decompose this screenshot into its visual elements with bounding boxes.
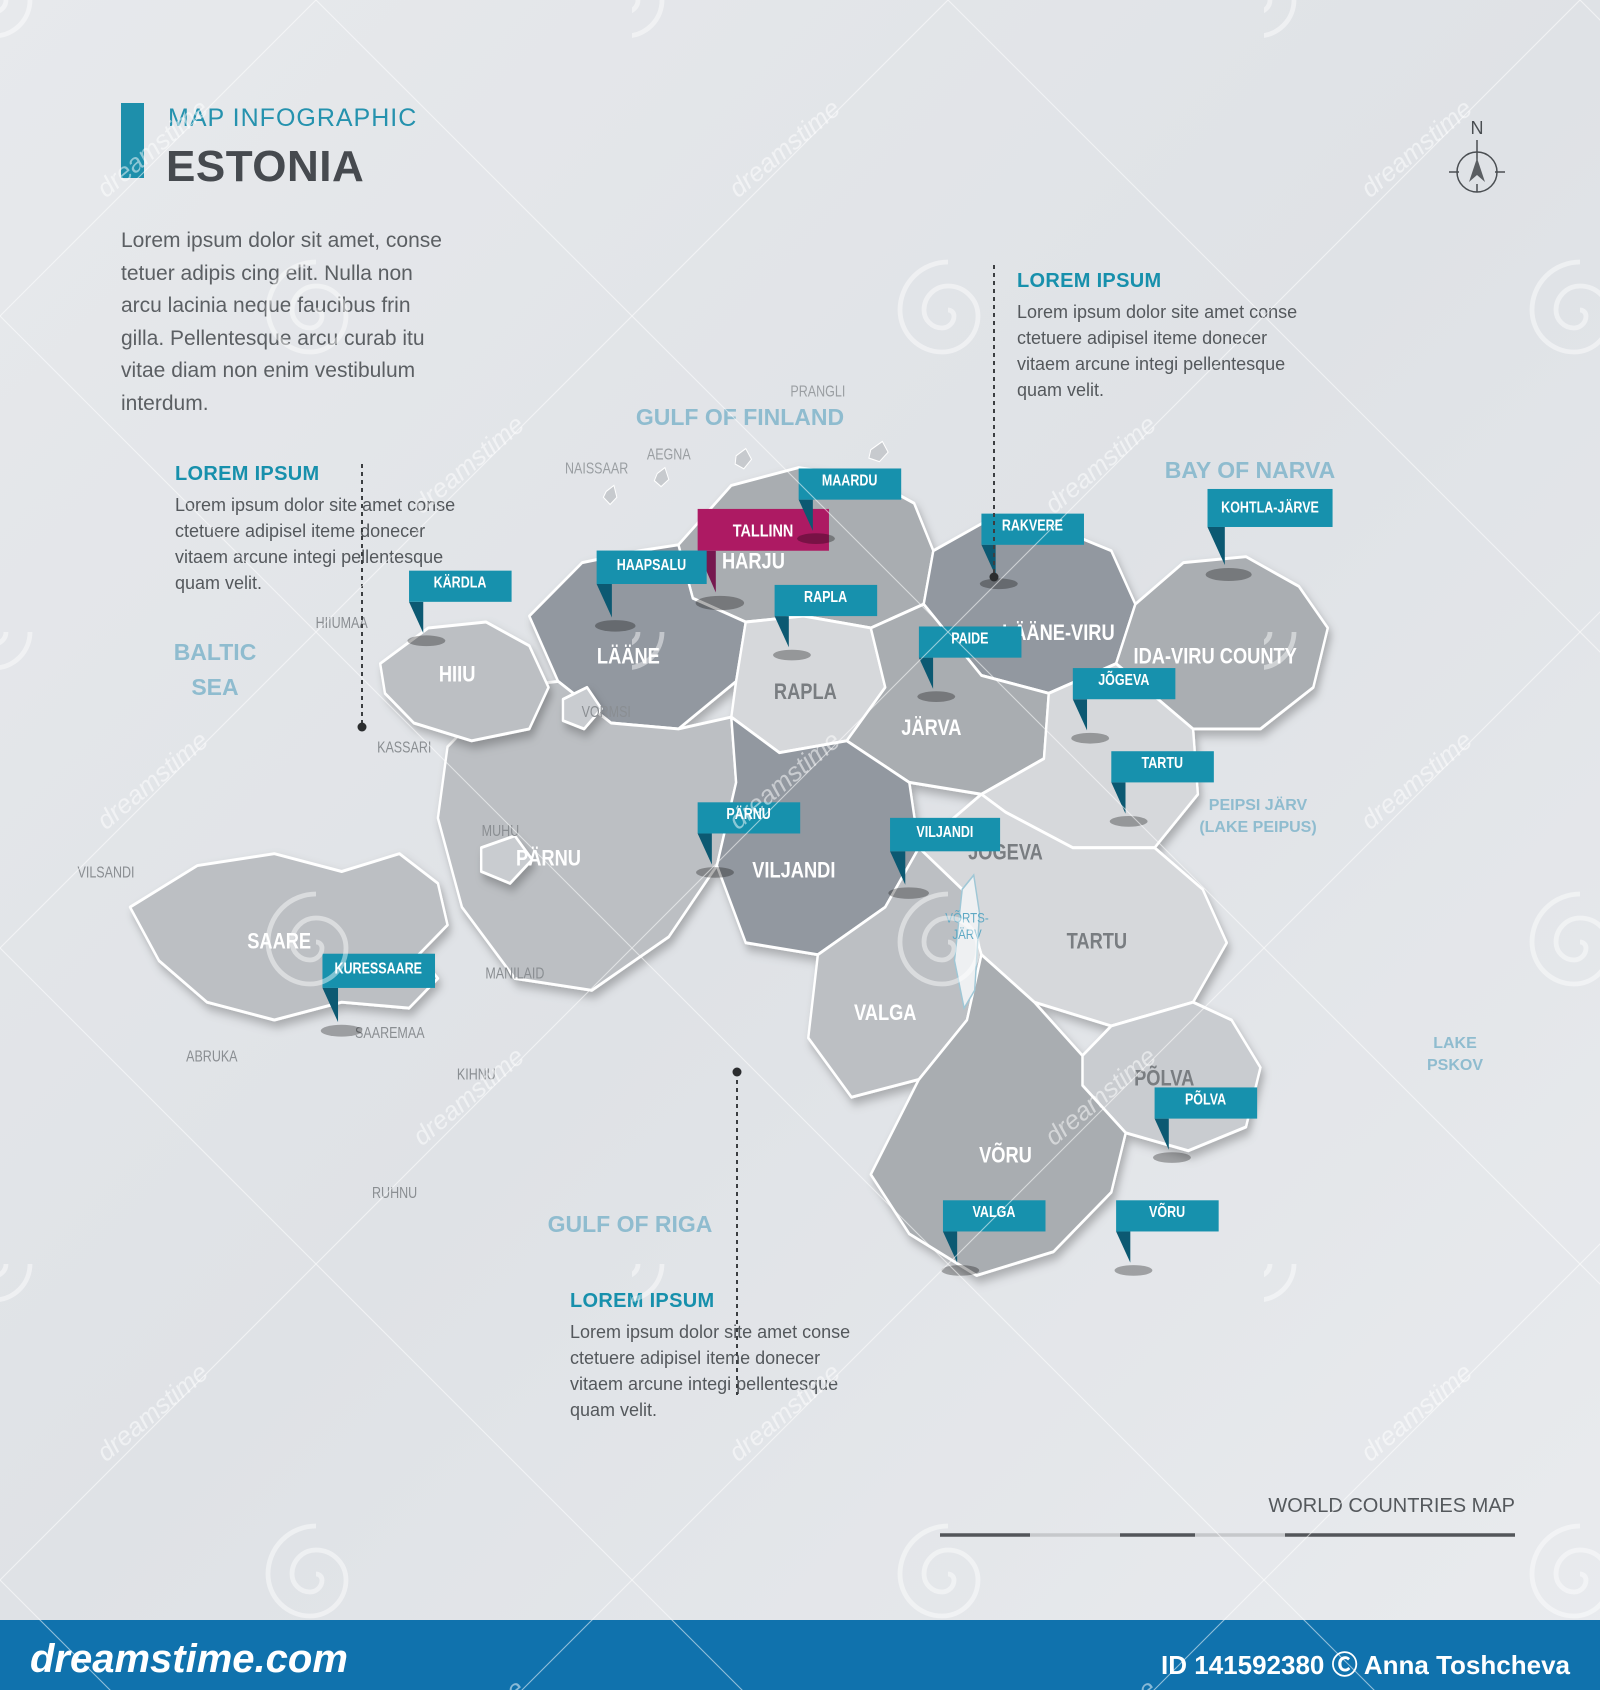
svg-text:WORLD COUNTRIES MAP: WORLD COUNTRIES MAP (1268, 1495, 1515, 1517)
